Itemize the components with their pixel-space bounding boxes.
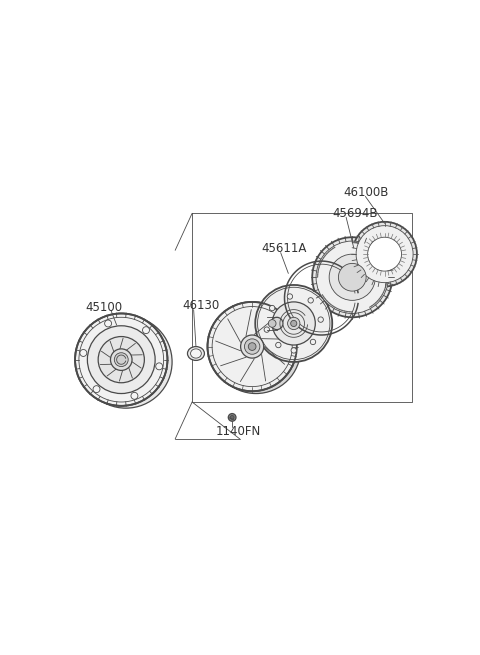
Ellipse shape: [87, 326, 155, 394]
Ellipse shape: [207, 302, 297, 391]
Ellipse shape: [143, 327, 149, 333]
Ellipse shape: [156, 363, 163, 370]
Ellipse shape: [228, 413, 236, 421]
Ellipse shape: [316, 241, 388, 314]
Ellipse shape: [308, 297, 313, 303]
Ellipse shape: [264, 327, 269, 332]
Ellipse shape: [80, 350, 87, 356]
Ellipse shape: [271, 317, 283, 329]
Ellipse shape: [98, 337, 144, 383]
Text: 1140FN: 1140FN: [215, 424, 261, 438]
Ellipse shape: [318, 317, 324, 322]
Text: 46100B: 46100B: [343, 186, 388, 199]
Ellipse shape: [269, 305, 275, 310]
Ellipse shape: [110, 349, 132, 371]
Ellipse shape: [291, 320, 297, 327]
Ellipse shape: [272, 302, 315, 345]
Ellipse shape: [240, 335, 264, 358]
Ellipse shape: [114, 353, 128, 367]
Ellipse shape: [338, 263, 366, 291]
Ellipse shape: [248, 343, 256, 350]
Ellipse shape: [368, 237, 402, 271]
Ellipse shape: [310, 339, 316, 345]
Ellipse shape: [75, 314, 168, 406]
Ellipse shape: [191, 349, 201, 358]
Ellipse shape: [312, 237, 392, 317]
Ellipse shape: [80, 316, 172, 408]
Ellipse shape: [244, 339, 260, 354]
Ellipse shape: [105, 320, 111, 327]
Ellipse shape: [288, 317, 300, 329]
Text: 46130: 46130: [182, 299, 219, 312]
Ellipse shape: [329, 254, 375, 301]
Ellipse shape: [268, 320, 276, 328]
Ellipse shape: [93, 386, 100, 392]
Text: 45611A: 45611A: [262, 242, 307, 255]
Ellipse shape: [276, 343, 281, 348]
Ellipse shape: [131, 392, 138, 400]
Text: 45100: 45100: [86, 301, 123, 314]
Ellipse shape: [230, 415, 234, 419]
Ellipse shape: [291, 348, 297, 353]
Ellipse shape: [255, 285, 332, 362]
Ellipse shape: [352, 222, 417, 286]
Ellipse shape: [287, 294, 293, 299]
Ellipse shape: [211, 304, 300, 394]
Ellipse shape: [188, 346, 204, 360]
Ellipse shape: [356, 226, 413, 283]
Text: 45694B: 45694B: [332, 207, 378, 220]
